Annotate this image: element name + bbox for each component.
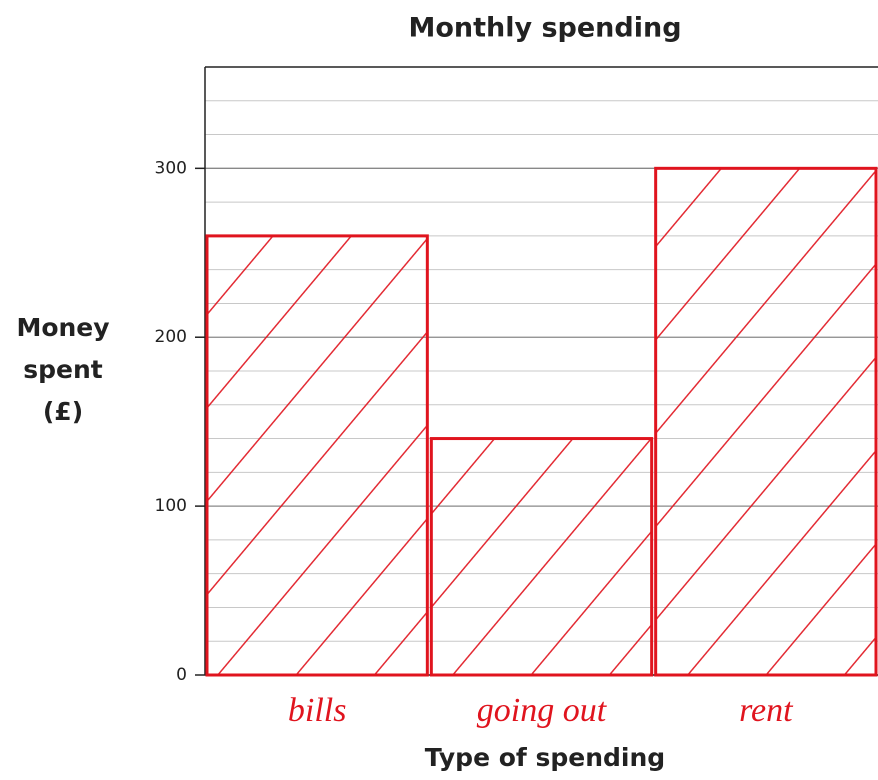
y-axis-label: Money	[16, 313, 109, 342]
y-tick-label: 300	[155, 158, 187, 178]
y-tick-label: 0	[176, 665, 187, 685]
bar	[205, 234, 429, 677]
x-tick-label: bills	[288, 692, 347, 729]
bar	[654, 166, 878, 677]
x-tick-label: going out	[477, 692, 608, 729]
y-axis-label: (£)	[43, 397, 83, 426]
x-axis-label: Type of spending	[425, 743, 665, 772]
x-tick-label: rent	[739, 692, 794, 729]
y-tick-label: 100	[155, 496, 187, 516]
chart-title: Monthly spending	[408, 13, 681, 44]
y-tick-label: 200	[155, 327, 187, 347]
y-axis-label: spent	[23, 355, 103, 384]
bar	[429, 437, 654, 677]
